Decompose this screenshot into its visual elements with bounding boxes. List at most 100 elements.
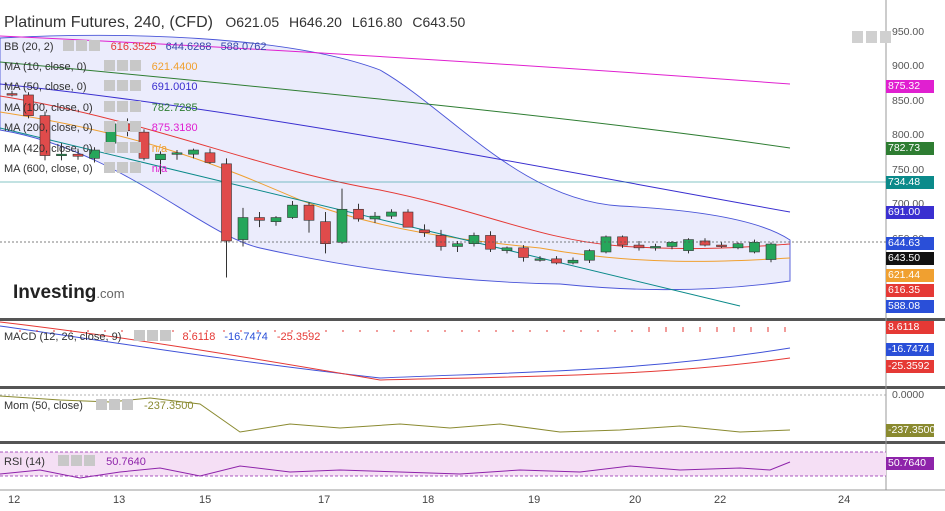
legend-rsi[interactable]: RSI (14) 50.7640 [4,455,146,468]
close-icon[interactable] [84,455,96,466]
candle-down[interactable] [221,163,232,242]
eye-icon[interactable] [103,162,115,173]
eye-icon[interactable] [58,455,70,466]
eye-icon[interactable] [103,101,115,112]
candle-down[interactable] [518,247,529,258]
candle-up[interactable] [765,243,777,260]
candle-down[interactable] [419,229,430,233]
legend-macd[interactable]: MACD (12, 26, close, 9) 8.6118 -16.7474 … [4,330,320,343]
settings-icon[interactable] [866,31,877,43]
pane-divider-mom[interactable] [0,386,945,389]
legend-ma420[interactable]: MA (420, close, 0) n/a [4,142,167,155]
candle-up[interactable] [749,242,760,253]
close-icon[interactable] [129,142,141,153]
candle-down[interactable] [716,244,727,247]
legend-ma200[interactable]: MA (200, close, 0) 875.3180 [4,121,198,134]
candle-down[interactable] [204,152,216,163]
legend-bb[interactable]: BB (20, 2) 616.3525 644.6288 588.0762 [4,40,266,53]
candle-up[interactable] [171,152,183,155]
close-icon[interactable] [880,31,891,43]
candle-down[interactable] [402,211,414,228]
pane-divider-rsi[interactable] [0,441,945,444]
eye-icon[interactable] [95,399,107,410]
candle-down[interactable] [353,208,364,220]
candlesticks[interactable] [6,90,777,278]
candle-up[interactable] [369,215,381,220]
candle-up[interactable] [155,153,166,160]
legend-ma10[interactable]: MA (10, close, 0) 621.4400 [4,60,198,73]
candle-down[interactable] [699,240,711,246]
candle-up[interactable] [237,217,249,240]
price-axis-label: 850.00 [892,94,925,107]
gear-icon[interactable] [108,399,120,410]
gear-icon[interactable] [116,162,128,173]
eye-icon[interactable] [103,60,115,71]
close-icon[interactable] [121,399,133,410]
candle-up[interactable] [534,258,546,261]
candle-up[interactable] [584,250,595,261]
candle-down[interactable] [6,93,18,96]
close-icon[interactable] [129,60,141,71]
candle-down[interactable] [254,217,265,221]
gear-icon[interactable] [116,101,128,112]
candle-up[interactable] [89,149,100,159]
candle-up[interactable] [468,235,480,245]
legend-mom[interactable]: Mom (50, close) -237.3500 [4,399,194,412]
gear-icon[interactable] [71,455,83,466]
bb-middle-value: 616.3525 [110,41,157,53]
candle-up[interactable] [683,239,694,251]
candle-up[interactable] [188,149,199,155]
close-icon[interactable] [88,40,100,51]
maximize-icon[interactable] [852,31,863,43]
candle-up[interactable] [501,247,513,251]
candle-down[interactable] [633,244,645,249]
candle-up[interactable] [732,243,744,249]
eye-icon[interactable] [103,121,115,132]
candle-down[interactable] [320,221,331,245]
legend-ma50[interactable]: MA (50, close, 0) 691.0010 [4,80,198,93]
close-icon[interactable] [129,80,141,91]
eye-icon[interactable] [134,330,146,341]
bb-lower-value: 588.0762 [220,41,267,53]
close-icon[interactable] [160,330,172,341]
candle-up[interactable] [386,211,397,217]
gear-icon[interactable] [116,80,128,91]
gear-icon[interactable] [116,121,128,132]
candle-up[interactable] [452,243,463,247]
candle-down[interactable] [23,94,34,116]
legend-ma600[interactable]: MA (600, close, 0) n/a [4,162,167,175]
macd-signal-value: -25.3592 [276,331,321,343]
candle-up[interactable] [650,246,661,249]
candle-up[interactable] [270,217,282,222]
eye-icon[interactable] [103,142,115,153]
candle-down[interactable] [551,258,562,264]
candle-up[interactable] [287,204,298,218]
candle-up[interactable] [666,242,678,247]
candle-up[interactable] [336,208,348,243]
instrument-title[interactable]: Platinum Futures, 240, (CFD) [4,14,213,31]
close-icon[interactable] [129,162,141,173]
gear-icon[interactable] [147,330,159,341]
candle-down[interactable] [303,204,315,221]
pane-divider-macd[interactable] [0,318,945,321]
ma200-value: 875.3180 [151,122,198,134]
candle-up[interactable] [56,153,67,156]
macd-pane[interactable] [0,321,791,381]
bb-area [0,34,791,291]
close-icon[interactable] [129,101,141,112]
gear-icon[interactable] [75,40,87,51]
rsi-pane[interactable] [0,451,886,479]
close-icon[interactable] [129,121,141,132]
eye-icon[interactable] [103,80,115,91]
candle-down[interactable] [39,115,51,156]
candle-down[interactable] [72,153,84,157]
gear-icon[interactable] [116,60,128,71]
gear-icon[interactable] [116,142,128,153]
candle-up[interactable] [600,236,612,253]
eye-icon[interactable] [62,40,74,51]
candle-down[interactable] [617,236,628,246]
candle-up[interactable] [567,259,579,264]
legend-ma100[interactable]: MA (100, close, 0) 782.7285 [4,101,198,114]
candle-down[interactable] [435,235,447,247]
